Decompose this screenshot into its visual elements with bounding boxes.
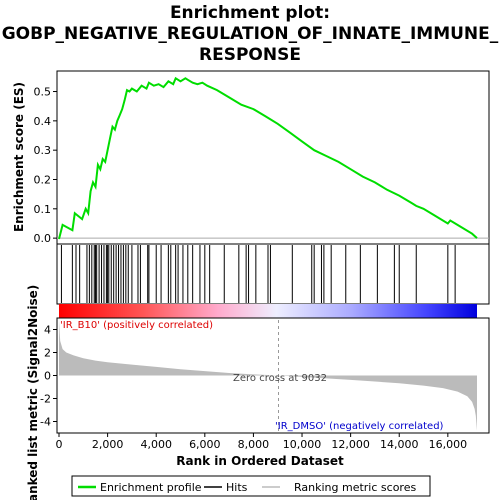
metric-y-axis-label: Ranked list metric (Signal2Noise)	[26, 285, 40, 500]
legend: Enrichment profile Hits Ranking metric s…	[71, 475, 431, 497]
metric-y-tick-label: 4	[44, 324, 51, 337]
x-tick-label: 0	[56, 438, 63, 451]
chart-title-line-1: Enrichment plot:	[170, 3, 330, 23]
es-y-tick-label: 0.5	[34, 86, 52, 99]
legend-frame	[71, 475, 431, 497]
es-y-axis-label: Enrichment score (ES)	[12, 82, 26, 232]
x-tick-label: 16,000	[429, 438, 468, 451]
es-y-tick-label: 0.2	[34, 173, 52, 186]
metric-y-ticks: -4 -2 0 2 4	[40, 324, 57, 429]
chart-title-line-3: RESPONSE	[199, 45, 301, 65]
chart-title-line-2: GOBP_NEGATIVE_REGULATION_OF_INNATE_IMMUN…	[2, 24, 499, 44]
negative-correlation-label: 'IR_DMSO' (negatively correlated)	[275, 421, 444, 432]
x-tick-label: 8,000	[238, 438, 270, 451]
hits-panel-frame	[56, 243, 490, 305]
es-panel-frame	[56, 70, 490, 245]
es-y-tick-label: 0.3	[34, 144, 52, 157]
hits-panel	[56, 243, 490, 305]
positive-correlation-label: 'IR_B10' (positively correlated)	[60, 320, 213, 331]
es-y-ticks: 0.0 0.1 0.2 0.3 0.4 0.5	[34, 86, 57, 245]
metric-y-tick-label: 0	[44, 370, 51, 383]
legend-label-ranking-metric: Ranking metric scores	[294, 481, 416, 494]
x-tick-label: 12,000	[331, 438, 370, 451]
metric-y-tick-label: -2	[40, 393, 51, 406]
zero-cross-label: Zero cross at 9032	[233, 373, 327, 384]
x-tick-label: 14,000	[380, 438, 419, 451]
es-y-tick-label: 0.0	[34, 232, 52, 245]
metric-panel: -4 -2 0 2 4 0 2,000 4,000 6,000 8,000 10,000 12,00…	[26, 285, 490, 500]
es-y-tick-label: 0.1	[34, 203, 52, 216]
x-tick-label: 2,000	[92, 438, 124, 451]
hit-lines	[60, 245, 456, 303]
x-tick-label: 10,000	[283, 438, 322, 451]
x-tick-label: 4,000	[140, 438, 172, 451]
x-tick-label: 6,000	[189, 438, 221, 451]
rank-gradient	[59, 304, 477, 318]
enrichment-profile-line	[58, 76, 478, 240]
metric-y-tick-label: 2	[44, 347, 51, 360]
x-ticks: 0 2,000 4,000 6,000 8,000 10,000 12,000 14,000 1…	[56, 433, 468, 451]
legend-label-hits: Hits	[226, 481, 248, 494]
es-y-tick-label: 0.4	[34, 115, 52, 128]
es-panel: 0.0 0.1 0.2 0.3 0.4 0.5 Enrichment score (ES)	[12, 70, 490, 245]
legend-label-enrichment-profile: Enrichment profile	[100, 481, 202, 494]
ranking-metric-area	[59, 321, 477, 431]
metric-y-tick-label: -4	[40, 416, 51, 429]
rank-color-bar	[59, 304, 477, 318]
x-axis-label: Rank in Ordered Dataset	[176, 454, 344, 468]
